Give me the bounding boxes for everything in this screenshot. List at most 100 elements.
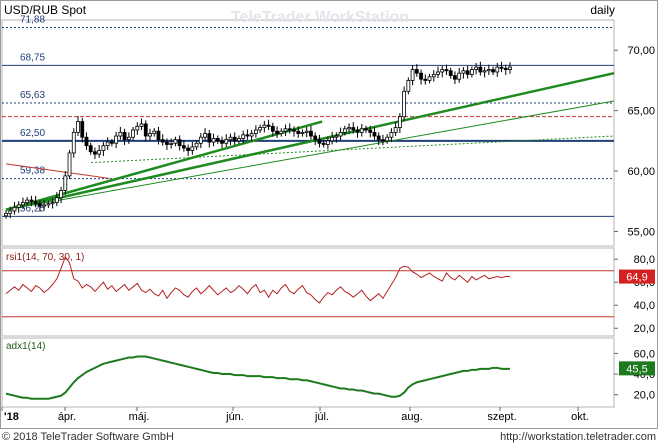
- rsi-axis-label: 40,0: [634, 300, 655, 312]
- candle-body: [101, 145, 106, 151]
- candle-body: [135, 125, 140, 131]
- candle-body: [478, 66, 483, 73]
- watermark-logo: TeleTrader WorkStation: [231, 9, 409, 26]
- candle-body: [114, 135, 119, 144]
- candle-body: [457, 72, 462, 80]
- candle-body: [143, 123, 148, 137]
- candle-body: [42, 204, 47, 207]
- candle-body: [198, 136, 203, 144]
- candle-body: [160, 139, 165, 143]
- rsi-indicator: 80,060,040,020,064,9: [2, 254, 655, 335]
- candle-body: [207, 133, 212, 143]
- candle-body: [215, 138, 220, 142]
- trend-lines: [5, 71, 615, 211]
- candle-body: [190, 146, 195, 151]
- time-axis-label: szept.: [487, 411, 516, 423]
- candle-body: [347, 127, 351, 130]
- candle-body: [93, 151, 97, 155]
- candle-body: [194, 142, 199, 148]
- candle-body: [351, 127, 356, 131]
- candle-body: [262, 124, 267, 128]
- adx-title: adx1(14): [6, 341, 45, 352]
- trend-line: [5, 120, 323, 211]
- candle-body: [241, 134, 246, 139]
- candle-body: [406, 80, 411, 92]
- candle-body: [376, 135, 381, 141]
- candle-body: [105, 141, 110, 147]
- candle-body: [232, 136, 237, 142]
- candle-body: [169, 142, 174, 145]
- candle-body: [237, 138, 241, 142]
- trend-line: [91, 135, 615, 164]
- candle-body: [440, 69, 445, 73]
- candle-body: [54, 197, 59, 203]
- candle-body: [131, 129, 135, 138]
- candle-body: [97, 150, 102, 155]
- candle-body: [122, 131, 127, 141]
- candle-body: [8, 210, 13, 214]
- candle-body: [270, 125, 275, 132]
- candle-body: [503, 67, 508, 70]
- candle-body: [309, 130, 313, 137]
- candle-body: [402, 90, 407, 118]
- candle-body: [495, 66, 500, 73]
- candle-body: [220, 140, 224, 144]
- candle-body: [313, 135, 318, 141]
- candle-body: [139, 123, 144, 127]
- candle-body: [33, 200, 38, 205]
- candle-body: [453, 75, 457, 80]
- time-axis-label: júl.: [314, 411, 329, 423]
- symbol-title: USD/RUB Spot: [4, 3, 87, 17]
- candle-body: [253, 129, 258, 135]
- candle-body: [486, 69, 491, 72]
- candle-body: [4, 212, 8, 217]
- candle-body: [359, 128, 364, 133]
- price-level-label: 71,88: [20, 14, 45, 25]
- price-axis: 70,00 65,00 60,00 55,00: [614, 45, 655, 238]
- candle-body: [321, 142, 326, 145]
- candle-body: [12, 206, 17, 212]
- candle-body: [249, 133, 254, 137]
- price-panel[interactable]: [1, 19, 615, 247]
- candle-body: [482, 70, 487, 73]
- candle-body: [211, 138, 216, 143]
- candle-body: [469, 69, 474, 75]
- price-candles: [4, 61, 512, 219]
- candle-body: [258, 127, 263, 131]
- trend-line: [5, 100, 615, 211]
- rsi-panel[interactable]: [1, 247, 615, 337]
- candle-body: [109, 141, 114, 144]
- candle-body: [118, 131, 123, 137]
- adx-indicator: 60,040,020,045,5: [5, 348, 655, 402]
- adx-panel[interactable]: [1, 337, 615, 408]
- candle-body: [25, 199, 30, 203]
- candle-body: [67, 152, 72, 177]
- candle-body: [50, 202, 55, 205]
- time-axis-label: ápr.: [58, 411, 76, 423]
- rsi-title: rsi1(14, 70, 30, 1): [6, 252, 84, 263]
- candle-body: [414, 69, 419, 74]
- candle-body: [71, 131, 76, 154]
- candle-body: [389, 131, 394, 138]
- candle-body: [46, 203, 51, 206]
- time-axis-label: '18: [4, 411, 19, 423]
- trend-line: [5, 163, 110, 179]
- candle-body: [317, 139, 322, 144]
- candle-body: [292, 129, 296, 132]
- candle-body: [177, 139, 182, 147]
- candle-body: [397, 116, 402, 128]
- candle-body: [393, 127, 398, 133]
- time-axis-label: máj.: [129, 411, 150, 423]
- candle-body: [304, 130, 309, 133]
- candle-body: [126, 136, 131, 141]
- candle-body: [474, 66, 479, 70]
- adx-axis-label: 20,0: [634, 390, 655, 402]
- source-url[interactable]: http://workstation.teletrader.com: [500, 431, 656, 443]
- candle-body: [148, 133, 152, 137]
- interval-label: daily: [590, 3, 615, 17]
- candle-body: [465, 70, 470, 75]
- price-axis-label: 65,00: [627, 106, 655, 118]
- time-axis-label: okt.: [571, 411, 589, 423]
- candle-body: [186, 147, 191, 151]
- candle-body: [152, 130, 157, 135]
